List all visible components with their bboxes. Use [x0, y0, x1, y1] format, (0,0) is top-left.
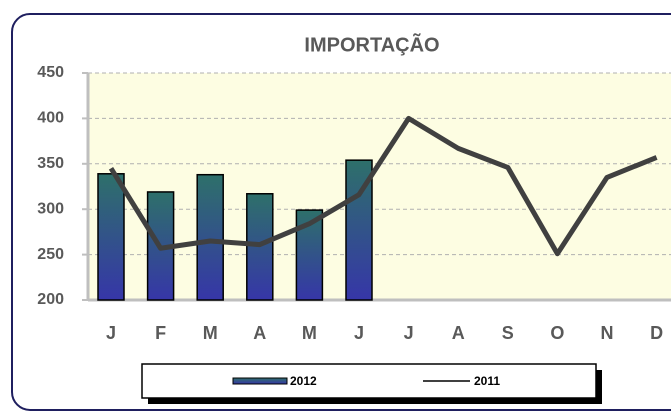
x-tick-label: J: [354, 323, 364, 343]
y-tick-label: 400: [37, 110, 64, 127]
bar: [97, 173, 125, 301]
legend-label: 2012: [290, 374, 317, 388]
x-tick-label: O: [550, 323, 564, 343]
bar: [196, 173, 224, 301]
y-tick-label: 450: [37, 64, 64, 81]
line: [108, 115, 658, 257]
y-tick-label: 350: [37, 155, 64, 172]
y-tick-label: 200: [37, 291, 64, 308]
x-tick-label: S: [502, 323, 514, 343]
legend-label: 2011: [474, 374, 500, 388]
y-tick-label: 250: [37, 246, 64, 263]
x-tick-label: M: [302, 323, 317, 343]
legend: [141, 363, 597, 399]
x-tick-label: D: [650, 323, 663, 343]
x-tick-label: N: [601, 323, 614, 343]
legend-swatch: [232, 377, 288, 385]
x-tick-label: A: [452, 323, 465, 343]
x-tick-label: F: [155, 323, 166, 343]
x-tick-label: A: [253, 323, 266, 343]
x-tick-label: J: [404, 323, 414, 343]
x-tick-label: M: [203, 323, 218, 343]
y-tick-label: 300: [37, 200, 64, 217]
plot-area: [88, 73, 671, 300]
x-tick-label: J: [106, 323, 116, 343]
chart-title: IMPORTAÇÃO: [304, 33, 439, 56]
